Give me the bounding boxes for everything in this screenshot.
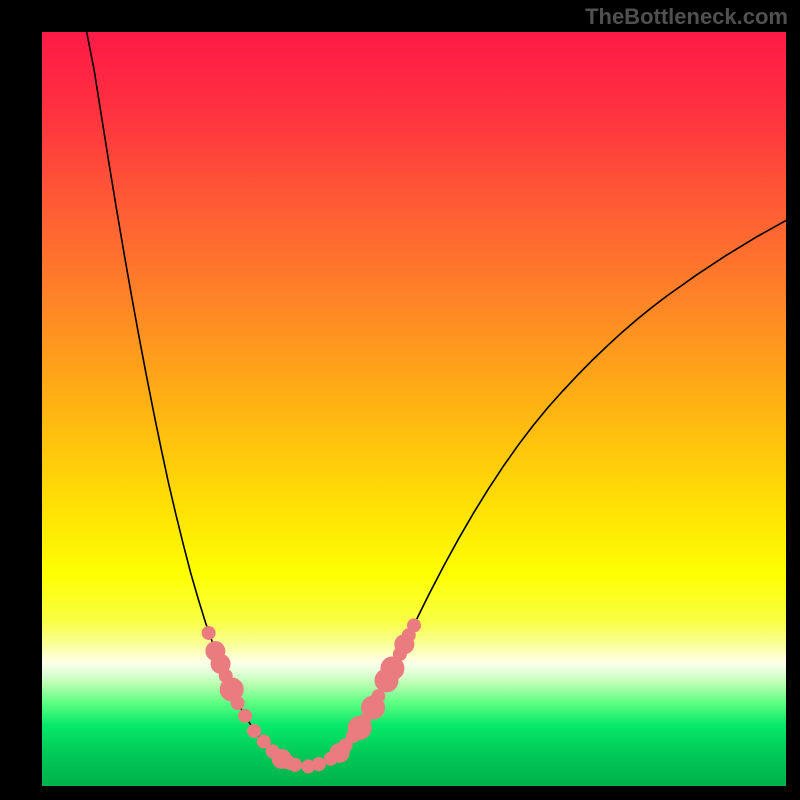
watermark-text: TheBottleneck.com xyxy=(585,4,788,30)
data-marker xyxy=(407,618,421,632)
data-marker xyxy=(312,757,326,771)
data-marker xyxy=(202,626,216,640)
data-marker xyxy=(247,724,261,738)
chart-svg xyxy=(42,32,786,786)
data-marker xyxy=(238,709,252,723)
data-marker xyxy=(231,696,245,710)
plot-area xyxy=(42,32,786,786)
data-marker xyxy=(288,758,302,772)
